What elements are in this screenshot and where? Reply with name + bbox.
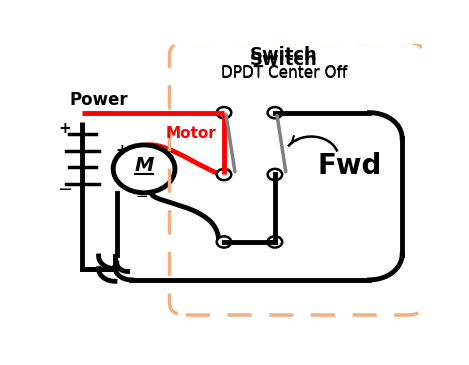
Text: DPDT Center Off: DPDT Center Off [221, 66, 347, 81]
Circle shape [268, 236, 282, 247]
Text: −: − [57, 181, 72, 199]
Circle shape [217, 236, 231, 247]
Text: Motor: Motor [166, 126, 217, 141]
Text: +: + [59, 120, 71, 136]
Text: Switch: Switch [250, 51, 318, 69]
Text: Fwd: Fwd [317, 152, 382, 180]
Text: −: − [136, 189, 149, 204]
Circle shape [217, 107, 231, 118]
Circle shape [113, 145, 175, 193]
Text: Power: Power [69, 91, 128, 109]
Circle shape [217, 169, 231, 180]
Text: M: M [134, 156, 154, 175]
Circle shape [268, 169, 282, 180]
Text: Switch: Switch [250, 46, 318, 64]
Text: +: + [116, 143, 129, 158]
Circle shape [268, 107, 282, 118]
Text: DPDT Center Off: DPDT Center Off [221, 65, 347, 80]
